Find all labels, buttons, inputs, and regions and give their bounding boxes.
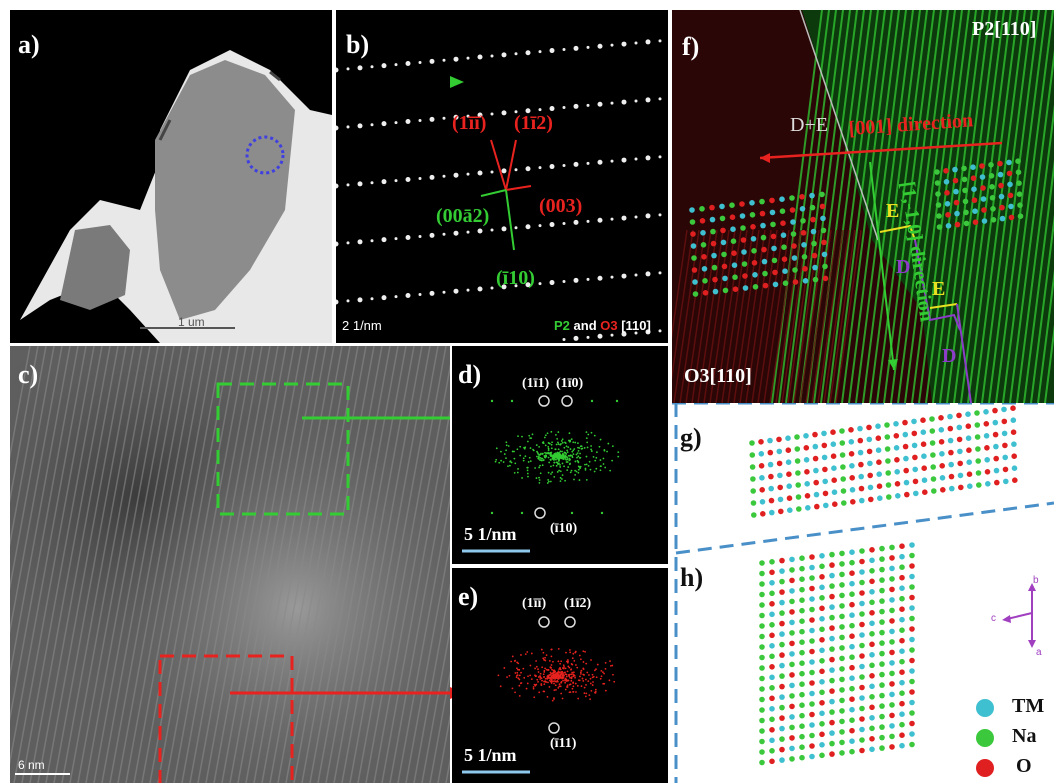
panel-d-label: d) — [458, 360, 482, 389]
legend-na-label: Na — [1012, 725, 1037, 747]
axis-c-label: c — [991, 613, 996, 624]
panel-f-label: f) — [682, 32, 700, 61]
e-label-upper: E — [886, 200, 900, 222]
panel-e: e) (1īī) (1ī2) (ī11) 5 1/nm — [452, 568, 668, 783]
panel-d: d) (1ī1) (1ī0) (ī10) 5 1/nm — [452, 346, 668, 564]
panel-a-particle-image — [20, 50, 332, 343]
o3-zone-label: O3[110] — [684, 365, 752, 387]
panel-f: f) P2[110] O3[110] D+E [001] direction [… — [672, 10, 1054, 403]
index-003: (003) — [539, 195, 583, 217]
panel-g-label: g) — [680, 423, 702, 452]
arrow-00m2 — [480, 189, 507, 197]
legend-tm-sphere — [976, 699, 994, 717]
panel-b-scalebar: 2 1/nm — [342, 318, 382, 333]
step-d-lower — [956, 303, 973, 403]
step-e-upper — [879, 224, 916, 241]
direction-001-arrow — [759, 141, 1003, 160]
index-e-m111: (ī11) — [550, 736, 577, 751]
panel-gh: g) h) b c a TM Na O — [672, 403, 1054, 783]
step-d-upper — [914, 239, 961, 331]
arrow-1m12 — [505, 139, 517, 191]
arrow-m110 — [505, 189, 515, 251]
panel-c: c) 6 nm — [10, 346, 450, 783]
selected-area-circle — [245, 135, 285, 175]
panel-b: b) (1īī) (1ī2) (003) (00ā2) (ī10) 2 1/nm… — [336, 10, 668, 343]
legend-na-sphere — [976, 729, 994, 747]
gh-divider — [675, 501, 1054, 555]
index-00m2: (00ā2) — [436, 205, 490, 227]
panel-d-fft — [462, 395, 620, 553]
axis-triad — [1002, 583, 1036, 648]
index-d-m110: (ī10) — [550, 521, 578, 536]
panel-e-scalebar: 5 1/nm — [464, 745, 517, 765]
grey-boundary-line — [799, 10, 879, 241]
panel-h-label: h) — [680, 563, 704, 592]
panel-a: a) 1 um — [10, 10, 332, 343]
panel-c-scalebar: 6 nm — [18, 758, 45, 772]
panel-b-caption: P2 and O3 [110] — [554, 318, 651, 333]
e-label-lower: E — [932, 278, 946, 300]
index-d-1m10: (1ī0) — [556, 376, 584, 391]
axis-b-label: b — [1033, 575, 1039, 586]
axis-a-label: a — [1036, 647, 1042, 658]
panel-gh-structure-models — [672, 403, 1054, 783]
panel-d-scalebar: 5 1/nm — [464, 524, 517, 544]
caption-zone: [110] — [617, 318, 651, 333]
panel-b-diffraction-pattern — [336, 39, 662, 341]
index-e-1m12: (1ī2) — [564, 596, 592, 611]
arrow-003 — [505, 185, 532, 191]
d-label-lower: D — [942, 345, 957, 367]
p2-zone-label: P2[110] — [972, 18, 1037, 40]
direction-110-arrow — [869, 161, 895, 371]
panel-e-label: e) — [458, 582, 479, 611]
d-label-upper: D — [896, 256, 911, 278]
caption-o3: O3 — [600, 318, 618, 333]
step-e-lower — [929, 303, 958, 309]
panel-c-label: c) — [18, 360, 39, 389]
d-plus-e-label: D+E — [790, 114, 828, 136]
legend-tm-label: TM — [1012, 695, 1045, 717]
panel-a-label: a) — [18, 30, 40, 59]
caption-and: and — [569, 318, 601, 333]
index-1m12: (1ī2) — [514, 112, 553, 134]
panel-a-scalebar: 1 um — [178, 315, 205, 329]
red-region-box — [158, 654, 294, 783]
panel-c-hrtem-image — [10, 346, 450, 783]
caption-p2: P2 — [554, 318, 570, 333]
panel-e-fft — [462, 616, 616, 774]
index-e-1m1m1: (1īī) — [522, 596, 547, 611]
index-m110: (ī10) — [496, 267, 535, 289]
panel-b-label: b) — [346, 30, 370, 59]
index-d-1m11: (1ī1) — [522, 376, 550, 391]
legend-o-sphere — [976, 759, 994, 777]
legend-o-label: O — [1016, 755, 1032, 777]
arrow-1m1m1 — [490, 139, 507, 191]
panel-f-filtered-hrtem — [672, 10, 1054, 403]
index-1m1m1: (1īī) — [452, 112, 487, 134]
